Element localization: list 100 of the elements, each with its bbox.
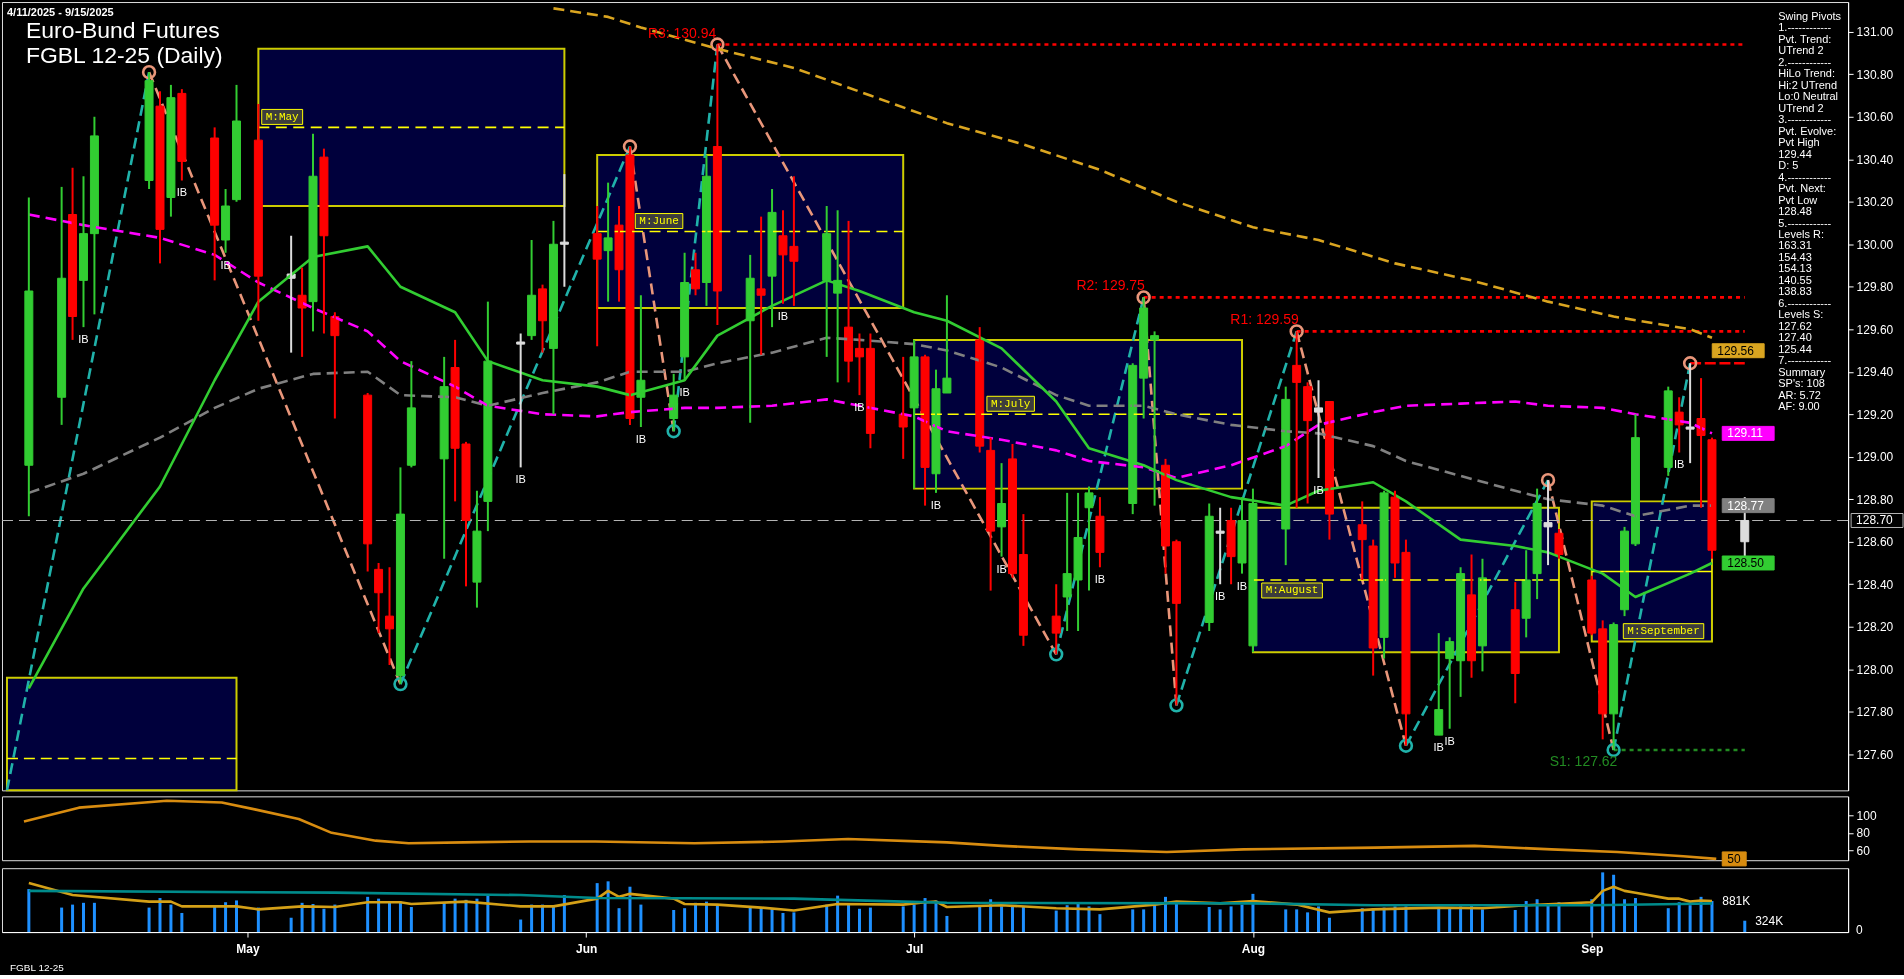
point (393, 676, 408, 692)
series-label: M:July (990, 397, 1031, 410)
bar (1688, 905, 1692, 933)
bar (333, 904, 337, 933)
candlestick (1215, 506, 1225, 586)
series-label: R2: 129.75 (1076, 277, 1146, 294)
y-tick-label: 80 (1856, 826, 1871, 841)
bar (923, 898, 927, 933)
point (1136, 290, 1151, 305)
series-label: S1: 127.62 (1549, 752, 1618, 769)
y-tick-label: 130.80 (1856, 67, 1894, 82)
y-tick-label: 128.00 (1856, 662, 1894, 677)
data-label: 50 (1727, 851, 1741, 866)
bar (409, 907, 413, 933)
candlestick (1150, 330, 1160, 507)
bar (60, 907, 64, 933)
x-tick-label: Aug (1241, 941, 1266, 956)
x-tick-label: Jul (905, 941, 924, 956)
bar (1480, 909, 1484, 933)
bar (519, 919, 523, 933)
data-label: 129.56 (1717, 343, 1755, 358)
bar (868, 907, 872, 933)
text: Swing Pivots 1.------------ Pvt. Trend: UTrend 2 2.------------ HiLo Trend: Hi:2 UTrend Lo:0 Neutral UTrend 2 3.------------ Pvt. Evolve: Pvt High 129.44 D: 5 4.------------ Pvt. Next: Pvt Low 128.48 5.------------ Levels R: 163.31 154.43 154.13 140.55 138.83 6.------------ Levels S: 127.62 127.40 125.44 7.------------ Summary SP's: 108 AR: 5.72 AF: 9.00 (1778, 9, 1842, 413)
line-series (22, 799, 1718, 861)
point (1049, 647, 1064, 662)
bar (147, 907, 151, 933)
bar (1240, 904, 1244, 933)
bar (1612, 874, 1616, 933)
bar (1000, 906, 1004, 933)
candlestick (319, 147, 329, 335)
bar (1677, 902, 1681, 933)
y-tick-label: 127.80 (1856, 705, 1894, 720)
text: IB (176, 186, 188, 199)
bar (169, 904, 173, 933)
bar (672, 909, 676, 933)
bar (683, 908, 687, 933)
text: 0 (1856, 923, 1864, 938)
candlestick (559, 173, 569, 288)
y-tick-label: 130.40 (1856, 152, 1894, 167)
y-tick-label: 130.00 (1856, 237, 1894, 252)
y-tick-label: 129.40 (1856, 365, 1894, 380)
bar (901, 906, 905, 933)
bar (715, 904, 719, 933)
bar (748, 907, 752, 933)
y-tick-label: 129.80 (1856, 280, 1894, 295)
text: IB (930, 498, 942, 511)
data-label: 128.50 (1727, 555, 1765, 570)
line-series (552, 7, 1714, 340)
y-tick-label: 60 (1856, 843, 1871, 858)
bar (1131, 909, 1135, 933)
candlestick (1314, 379, 1324, 479)
point (1540, 472, 1556, 488)
data-label: 129.11 (1727, 426, 1764, 441)
bar (1437, 908, 1441, 933)
y-tick-label: 131.00 (1856, 25, 1894, 40)
y-tick-label: 129.20 (1856, 407, 1894, 422)
x-tick-label: May (236, 941, 260, 956)
point (666, 424, 681, 439)
text: IB (635, 432, 647, 445)
bar (978, 906, 982, 933)
bar (388, 901, 392, 933)
text: FGBL 12-25 (Daily) (25, 41, 223, 68)
bar (322, 908, 326, 933)
text: IB (1094, 573, 1106, 586)
point (1682, 356, 1698, 371)
bar (1021, 906, 1025, 933)
text: IB (1433, 741, 1444, 754)
bar (1710, 901, 1714, 933)
annotation: 4/11/2025 - 9/15/2025 (6, 5, 114, 18)
bar (1054, 910, 1058, 933)
bar (398, 901, 402, 933)
text: IB (777, 309, 789, 322)
text: IB (1236, 579, 1248, 592)
y-tick-label: 129.60 (1856, 322, 1894, 337)
bar (606, 881, 610, 933)
bar (1295, 909, 1299, 933)
bar (1546, 904, 1550, 933)
series-label: R3: 130.94 (647, 24, 717, 41)
candlestick (1543, 479, 1553, 567)
text: IB (996, 562, 1007, 575)
line-series (27, 336, 1714, 518)
bar (180, 912, 184, 933)
annotation: 324K (1755, 913, 1784, 928)
y-tick-label: 130.60 (1856, 110, 1894, 125)
series-label: R1: 129.59 (1230, 311, 1299, 328)
point (1169, 698, 1184, 713)
bar (27, 889, 31, 933)
y-tick-label: 100 (1856, 808, 1877, 823)
bar (92, 902, 96, 933)
bar (857, 908, 861, 933)
y-tick-label: 129.00 (1856, 450, 1894, 465)
bar (1360, 908, 1364, 933)
bar (289, 917, 293, 933)
text: IB (78, 333, 89, 346)
candlestick (756, 215, 766, 356)
text: IB (1444, 734, 1455, 747)
bar (213, 905, 217, 933)
text: Euro-Bund Futures (25, 16, 220, 43)
text: IB (1214, 590, 1226, 603)
point (1289, 324, 1304, 339)
